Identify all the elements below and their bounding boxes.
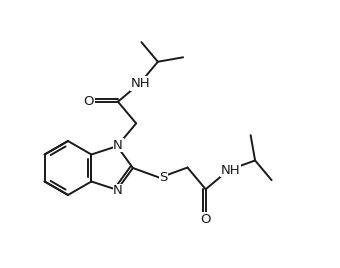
Text: O: O: [83, 95, 94, 108]
Text: N: N: [113, 139, 123, 152]
Text: O: O: [201, 213, 211, 226]
Text: N: N: [113, 184, 123, 197]
Text: NH: NH: [221, 164, 240, 177]
Text: S: S: [159, 171, 168, 184]
Text: NH: NH: [131, 77, 151, 90]
